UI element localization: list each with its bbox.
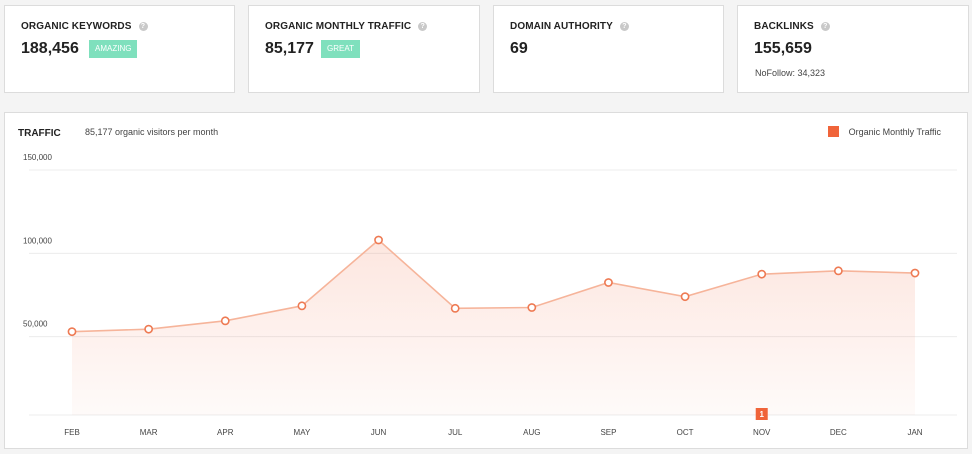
organic-keywords-value: 188,456	[21, 40, 79, 57]
great-badge: GREAT	[321, 40, 360, 58]
annotation-label: 1	[760, 410, 765, 419]
backlinks-card: BACKLINKS ? 155,659 NoFollow: 34,323	[737, 5, 969, 93]
help-icon[interactable]: ?	[138, 22, 148, 31]
amazing-badge: AMAZING	[89, 40, 138, 58]
data-point[interactable]	[604, 278, 613, 287]
legend-swatch	[827, 126, 839, 137]
data-point[interactable]	[527, 303, 537, 312]
data-point[interactable]	[67, 327, 77, 337]
organic-keywords-title: ORGANIC KEYWORDS ?	[21, 21, 148, 32]
data-point[interactable]	[144, 324, 154, 334]
annotation-marker[interactable]	[755, 408, 768, 420]
data-point[interactable]	[680, 292, 690, 302]
data-point[interactable]	[910, 268, 920, 278]
x-tick-label: NOV	[753, 428, 771, 437]
y-tick-label: 150,000	[23, 153, 52, 162]
domain-authority-card: DOMAIN AUTHORITY ? 69	[493, 5, 724, 93]
backlinks-title: BACKLINKS ?	[754, 21, 830, 32]
traffic-chart: 50,000 100,000 150,000 FEB MAR APR MAY JUN JUL AU…	[23, 153, 957, 437]
x-tick-label: MAR	[140, 428, 158, 437]
organic-traffic-card: ORGANIC MONTHLY TRAFFIC ? 85,177 GREAT	[248, 5, 480, 93]
chart-legend[interactable]: Organic Monthly Traffic	[827, 126, 941, 137]
traffic-subtitle: 85,177 organic visitors per month	[85, 127, 219, 137]
nofollow-count: NoFollow: 34,323	[755, 68, 826, 78]
traffic-chart-card: TRAFFIC 85,177 organic visitors per mont…	[4, 112, 968, 449]
x-tick-label: AUG	[523, 428, 540, 437]
x-tick-label: JAN	[907, 428, 922, 437]
backlinks-title-text: BACKLINKS	[754, 21, 814, 32]
x-tick-label: APR	[217, 428, 234, 437]
x-tick-label: SEP	[600, 428, 616, 437]
data-point[interactable]	[450, 303, 460, 313]
x-tick-label: DEC	[830, 428, 847, 437]
data-point[interactable]	[833, 266, 843, 276]
data-point[interactable]	[220, 316, 230, 326]
data-point[interactable]	[757, 269, 767, 279]
traffic-line	[71, 238, 916, 333]
data-point[interactable]	[297, 301, 307, 311]
traffic-title: TRAFFIC	[18, 128, 61, 139]
organic-keywords-title-text: ORGANIC KEYWORDS	[21, 21, 132, 32]
help-icon[interactable]: ?	[820, 22, 830, 31]
legend-label: Organic Monthly Traffic	[848, 126, 941, 137]
backlinks-value: 155,659	[754, 40, 812, 57]
x-tick-label: FEB	[64, 428, 80, 437]
organic-keywords-card: ORGANIC KEYWORDS ? 188,456 AMAZING	[4, 5, 235, 93]
y-tick-label: 100,000	[23, 236, 52, 245]
domain-authority-value: 69	[510, 40, 528, 57]
x-tick-label: OCT	[677, 428, 694, 437]
x-tick-label: JUL	[448, 428, 463, 437]
organic-traffic-value: 85,177	[265, 40, 314, 57]
organic-traffic-title-text: ORGANIC MONTHLY TRAFFIC	[265, 21, 412, 32]
x-tick-label: MAY	[294, 428, 311, 437]
traffic-area	[72, 240, 915, 415]
y-tick-label: 50,000	[23, 320, 48, 329]
organic-traffic-title: ORGANIC MONTHLY TRAFFIC ?	[265, 21, 428, 32]
x-tick-label: JUN	[371, 428, 387, 437]
domain-authority-title-text: DOMAIN AUTHORITY	[510, 21, 613, 32]
data-point[interactable]	[374, 235, 383, 245]
help-icon[interactable]: ?	[418, 22, 428, 31]
domain-authority-title: DOMAIN AUTHORITY ?	[510, 21, 629, 32]
help-icon[interactable]: ?	[619, 22, 629, 31]
